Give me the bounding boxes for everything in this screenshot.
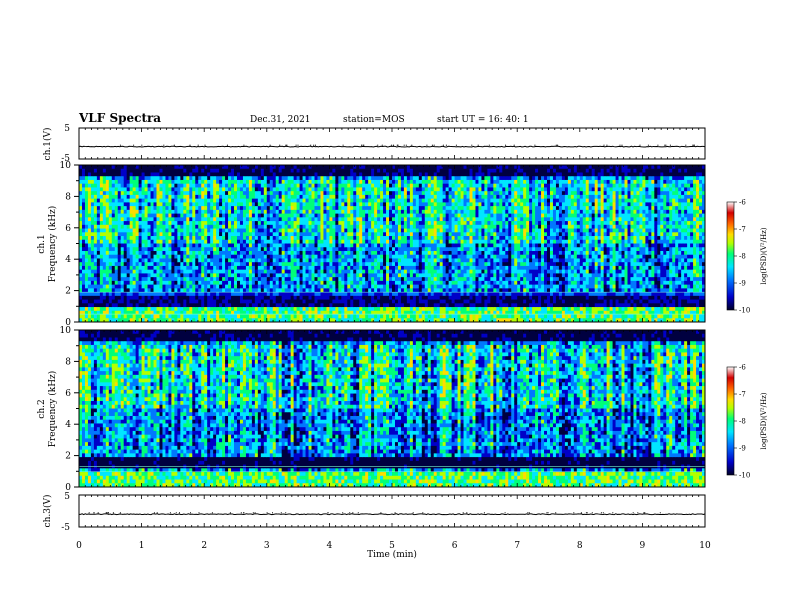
ch2-spectrogram-ylabel-channel: ch.2 xyxy=(37,399,47,418)
time-tick-label: 3 xyxy=(264,541,270,551)
colorbar-tick-label: -8 xyxy=(739,418,746,426)
time-tick-label: 2 xyxy=(201,541,207,551)
time-axis-ticks: 0 1 2 3 4 5 6 7 8 9 10 xyxy=(76,128,711,551)
time-tick-label: 9 xyxy=(640,541,646,551)
time-tick-label: 8 xyxy=(577,541,583,551)
time-tick-label: 1 xyxy=(139,541,145,551)
ch1-voltage-panel: 5 -5 ch.1(V) xyxy=(42,124,706,164)
time-tick-label: 4 xyxy=(327,541,333,551)
ch1-colorbar-ticks: -6 -7 -8 -9 -10 xyxy=(734,199,750,315)
ch2-colorbar-label: log(PSD)(V²/Hz) xyxy=(760,392,768,449)
ch1-ytick-bottom: -5 xyxy=(61,154,70,164)
colorbar-tick-label: -10 xyxy=(739,307,750,315)
time-axis-label: Time (min) xyxy=(367,549,417,560)
ch1-colorbar xyxy=(726,201,735,311)
time-tick-label: 0 xyxy=(76,541,82,551)
ch1-colorbar-label: log(PSD)(V²/Hz) xyxy=(760,227,768,284)
ch1-voltage-trace xyxy=(78,144,706,148)
time-tick-label: 10 xyxy=(699,541,711,551)
ch2-spectrogram-ylabel-frequency: Frequency (kHz) xyxy=(47,371,58,448)
ch1-ytick-top: 5 xyxy=(64,124,70,134)
colorbar-tick-label: -8 xyxy=(739,253,746,261)
ch3-ytick-bottom: -5 xyxy=(61,523,70,533)
colorbar-tick-label: -10 xyxy=(739,472,750,480)
frequency-tick-label: 6 xyxy=(65,389,71,399)
time-tick-label: 6 xyxy=(452,541,458,551)
time-tick-label: 7 xyxy=(514,541,520,551)
ch3-ytick-top: 5 xyxy=(64,492,70,502)
frequency-tick-label: 2 xyxy=(65,287,71,297)
frequency-tick-label: 10 xyxy=(60,161,72,171)
time-tick-label: 5 xyxy=(389,541,395,551)
ch2-colorbar-ticks: -6 -7 -8 -9 -10 xyxy=(734,364,750,480)
frequency-tick-label: 0 xyxy=(65,318,71,328)
header-date: Dec.31, 2021 xyxy=(250,115,311,125)
ch1-spectrogram-image xyxy=(79,165,706,323)
frequency-tick-label: 10 xyxy=(60,326,72,336)
header-start-ut: start UT = 16: 40: 1 xyxy=(437,115,529,125)
frequency-tick-label: 8 xyxy=(65,357,71,367)
ch1-spectrogram-ylabel-frequency: Frequency (kHz) xyxy=(47,206,58,283)
frequency-tick-label: 8 xyxy=(65,192,71,202)
ch1-spectrogram-ylabel-channel: ch.1 xyxy=(37,234,47,253)
ch1-spectrogram-yticks: 0 2 4 6 8 10 xyxy=(60,161,79,328)
colorbar-tick-label: -7 xyxy=(739,226,746,234)
ch2-colorbar xyxy=(726,366,735,476)
colorbar-tick-label: -7 xyxy=(739,391,746,399)
ch3-voltage-panel: 5 -5 ch.3(V) xyxy=(42,492,706,533)
colorbar-tick-label: -9 xyxy=(739,280,746,288)
ch2-spectrogram-yticks: 0 2 4 6 8 10 xyxy=(60,326,79,493)
ch1-voltage-frame xyxy=(78,127,706,160)
ch2-spectrogram-panel: 0 2 4 6 8 10 ch.2 Frequency (kHz) -6 -7 -8 -9 -10… xyxy=(37,326,768,493)
frequency-tick-label: 0 xyxy=(65,483,71,493)
frequency-tick-label: 6 xyxy=(65,224,71,234)
colorbar-tick-label: -6 xyxy=(739,199,746,207)
frequency-tick-label: 2 xyxy=(65,452,71,462)
ch2-spectrogram-image xyxy=(79,330,706,488)
frequency-tick-label: 4 xyxy=(65,420,71,430)
ch3-voltage-ylabel: ch.3(V) xyxy=(42,495,53,528)
header-station: station=MOS xyxy=(343,115,405,125)
colorbar-tick-label: -9 xyxy=(739,445,746,453)
ch3-voltage-trace xyxy=(78,512,706,516)
figure-title: VLF Spectra xyxy=(78,111,161,125)
frequency-tick-label: 4 xyxy=(65,255,71,265)
colorbar-tick-label: -6 xyxy=(739,364,746,372)
ch1-voltage-ylabel: ch.1(V) xyxy=(42,128,53,161)
ch1-spectrogram-panel: 0 2 4 6 8 10 ch.1 Frequency (kHz) -6 -7 -8 -9 -10… xyxy=(37,161,768,328)
ch3-voltage-frame xyxy=(78,494,706,528)
